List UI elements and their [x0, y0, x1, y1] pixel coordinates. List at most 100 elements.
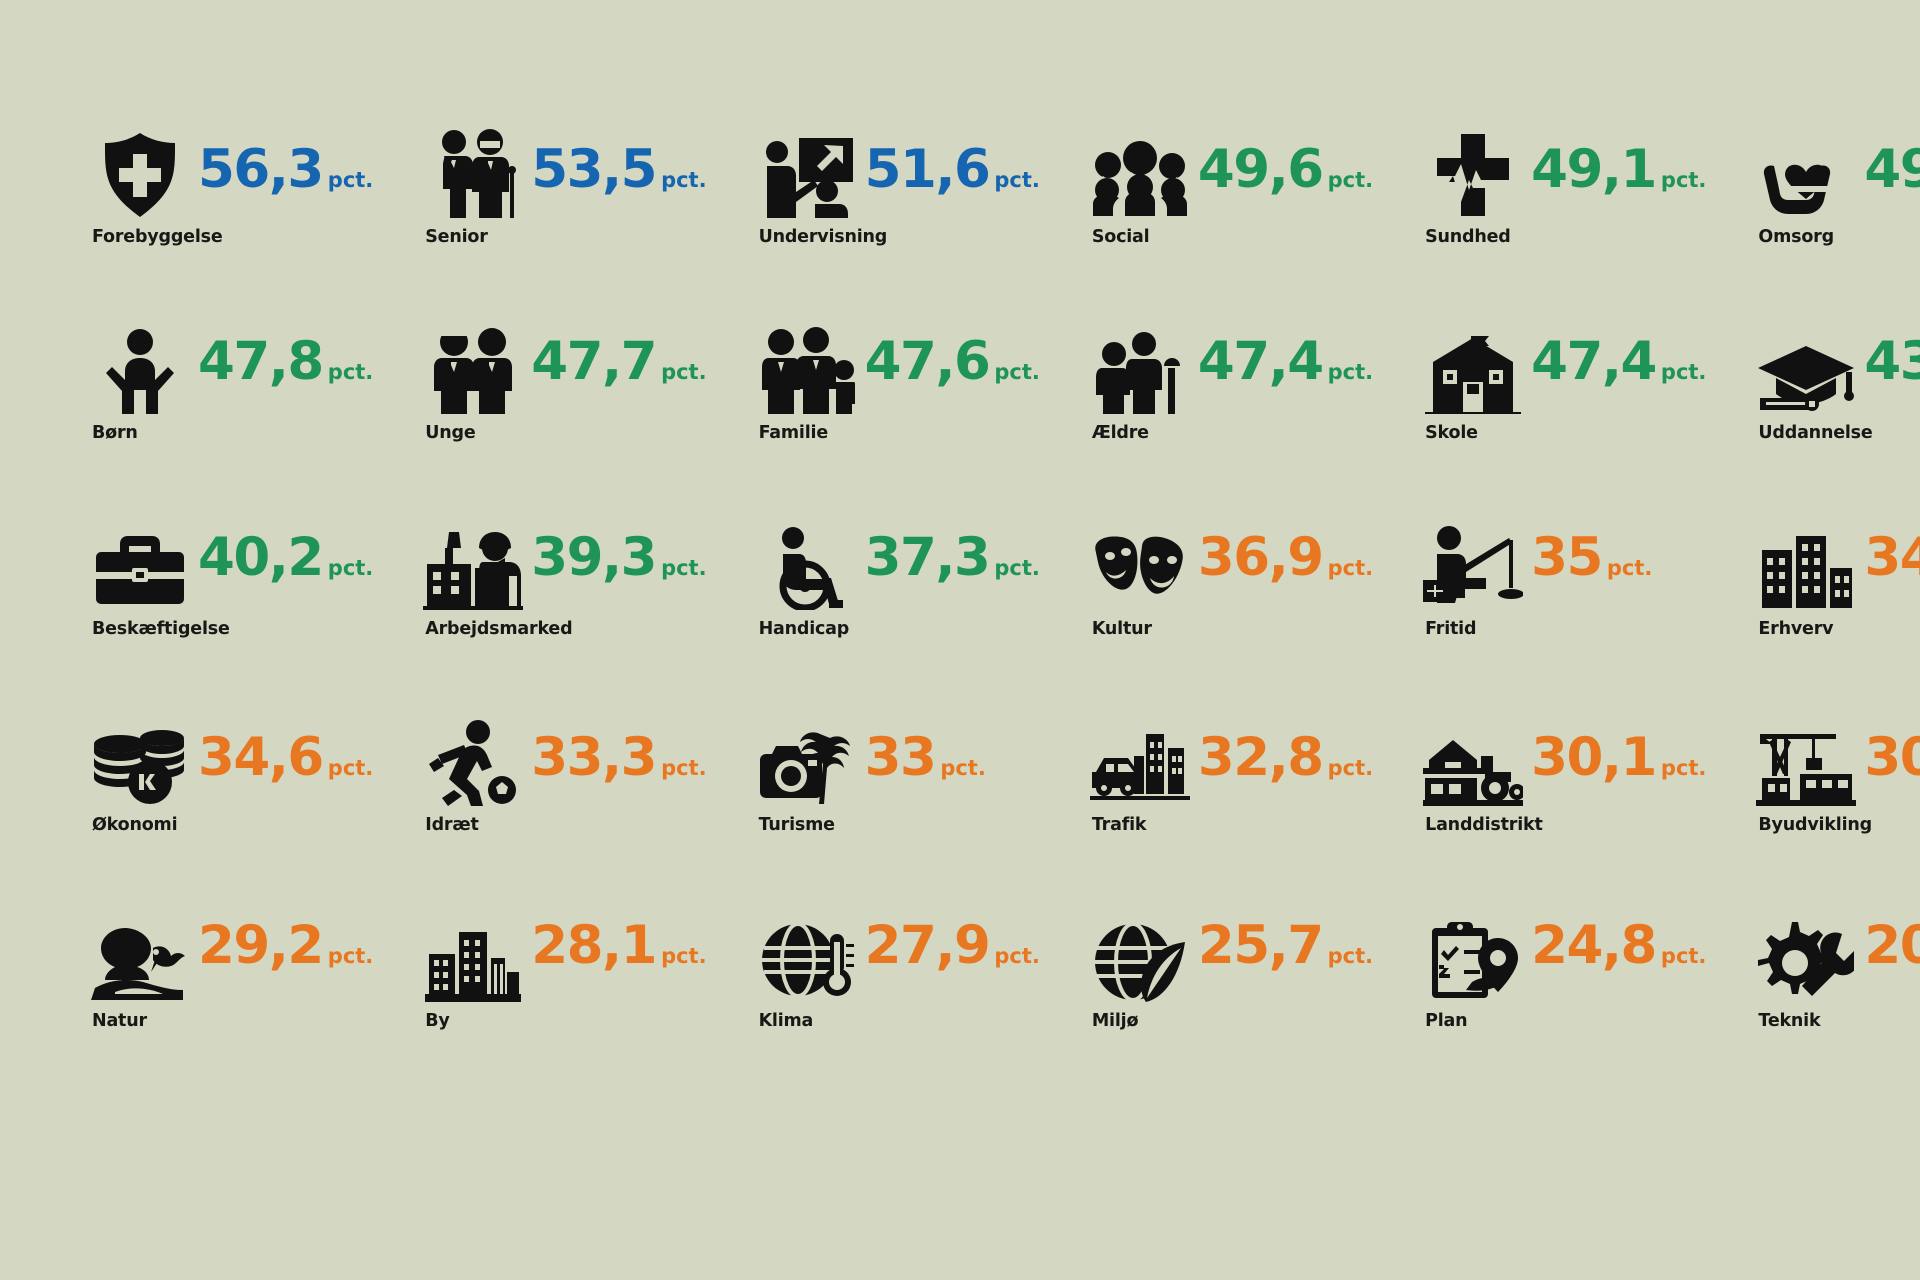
stat-card: 56,3 pct. Forebyggelse [40, 118, 373, 314]
stat-unit: pct. [1327, 360, 1374, 384]
stat-card: 51,6 pct. Undervisning [707, 118, 1040, 314]
stat-value: 49 [1864, 139, 1920, 200]
stat-unit: pct. [994, 556, 1040, 580]
stat-value-group: 36,9 pct. [1198, 531, 1373, 584]
factory-worker-icon [421, 510, 525, 610]
stat-value-group: 28,1 pct. [531, 919, 706, 972]
stat-label: Byudvikling [1758, 815, 1872, 835]
stat-card: 49,6 pct. Social [1040, 118, 1373, 314]
stat-card: 47,8 pct. Børn [40, 314, 373, 510]
stat-card-top: 47,6 pct. [755, 314, 1040, 414]
stat-card-top: 30pct. [1754, 706, 1920, 806]
hands-heart-icon [1754, 118, 1858, 218]
stat-value: 47,4 [1531, 331, 1657, 392]
stat-unit: pct. [1660, 944, 1707, 968]
stat-value: 47,7 [531, 331, 657, 392]
stat-label: Fritid [1425, 619, 1477, 639]
stat-card-top: 28,1 pct. [421, 902, 707, 1002]
tree-bird-icon [88, 902, 192, 1002]
stat-unit: pct. [1327, 944, 1374, 968]
stat-value: 39,3 [531, 527, 657, 588]
stat-unit: pct. [327, 168, 374, 192]
stat-value: 30,1 [1531, 727, 1657, 788]
stat-label: Landdistrikt [1425, 815, 1543, 835]
stat-label: Miljø [1091, 1011, 1139, 1031]
stat-card: 28,1 pct. By [373, 902, 707, 1098]
stat-value: 47,8 [198, 331, 324, 392]
stat-card: 24,8 pct. Plan [1373, 902, 1706, 1098]
stat-label: By [425, 1011, 450, 1031]
stat-unit: pct. [1327, 756, 1374, 780]
stat-card: 33 pct. Turisme [707, 706, 1040, 902]
stat-card: 33,3 pct. Idræt [373, 706, 707, 902]
stat-card-top: 47,4 pct. [1088, 314, 1373, 414]
stat-card: 47,4 pct. Ældre [1040, 314, 1373, 510]
stat-card-top: 53,5 pct. [421, 118, 707, 218]
city-skyline-icon [421, 902, 525, 1002]
stat-card: 47,6 pct. Familie [707, 314, 1040, 510]
stat-value: 47,4 [1197, 331, 1324, 392]
stat-unit: pct. [661, 556, 707, 580]
stat-card: 30pct. Byudvikling [1706, 706, 1920, 902]
stat-card: 29,2 pct. Natur [40, 902, 373, 1098]
stat-card-top: 36,9 pct. [1088, 510, 1373, 610]
stat-unit: pct. [994, 360, 1040, 384]
stat-card: 39,3 pct. Arbejdsmarked [373, 510, 707, 706]
stat-value: 53,5 [531, 139, 657, 200]
stat-label: Unge [425, 423, 476, 443]
stat-value-group: 37,3 pct. [865, 531, 1040, 584]
stat-value: 33,3 [531, 727, 657, 788]
stat-unit: pct. [1327, 556, 1374, 580]
stat-label: Ældre [1091, 423, 1149, 443]
stat-label: Skole [1425, 423, 1478, 443]
stat-unit: pct. [994, 944, 1040, 968]
stat-value: 35 [1531, 527, 1603, 588]
crane-construction-icon [1754, 706, 1858, 806]
stat-value: 27,9 [864, 915, 991, 976]
stat-label: Natur [92, 1011, 147, 1031]
stat-label: Uddannelse [1758, 423, 1873, 443]
stat-value-group: 24,8 pct. [1531, 919, 1706, 972]
stat-value-group: 32,8 pct. [1198, 731, 1373, 784]
theatre-masks-icon [1088, 510, 1192, 610]
stat-card-top: 33,3 pct. [421, 706, 707, 806]
family-icon [755, 314, 859, 414]
stat-value: 32,8 [1197, 727, 1324, 788]
clipboard-location-icon [1421, 902, 1525, 1002]
stat-card-top: 40,2 pct. [88, 510, 373, 610]
stat-card: 32,8 pct. Trafik [1040, 706, 1373, 902]
stat-card: 35 pct. Fritid [1373, 510, 1706, 706]
stat-value-group: 47,8 pct. [198, 335, 373, 388]
stat-value: 33 [864, 727, 937, 788]
stat-label: Arbejdsmarked [425, 619, 573, 639]
two-youths-icon [421, 314, 525, 414]
globe-thermometer-icon [755, 902, 859, 1002]
stat-label: Turisme [758, 815, 835, 835]
car-city-traffic-icon [1088, 706, 1192, 806]
stat-card: 49,1 pct. Sundhed [1373, 118, 1706, 314]
stat-value: 49,1 [1531, 139, 1657, 200]
stat-unit: pct. [1327, 168, 1374, 192]
stat-value-group: 33 pct. [865, 731, 986, 784]
stat-value-group: 39,3 pct. [531, 531, 706, 584]
stat-value: 36,9 [1197, 527, 1324, 588]
stat-value-group: 40,2 pct. [198, 531, 373, 584]
stat-unit: pct. [940, 756, 986, 780]
briefcase-icon [88, 510, 192, 610]
stat-card-top: 32,8 pct. [1088, 706, 1373, 806]
stat-value-group: 51,6 pct. [865, 143, 1040, 196]
stat-value: 40,2 [198, 527, 324, 588]
stat-label: Økonomi [92, 815, 178, 835]
senior-couple-icon [421, 118, 525, 218]
stat-card: 47,4 pct. Skole [1373, 314, 1706, 510]
stat-label: Plan [1425, 1011, 1468, 1031]
